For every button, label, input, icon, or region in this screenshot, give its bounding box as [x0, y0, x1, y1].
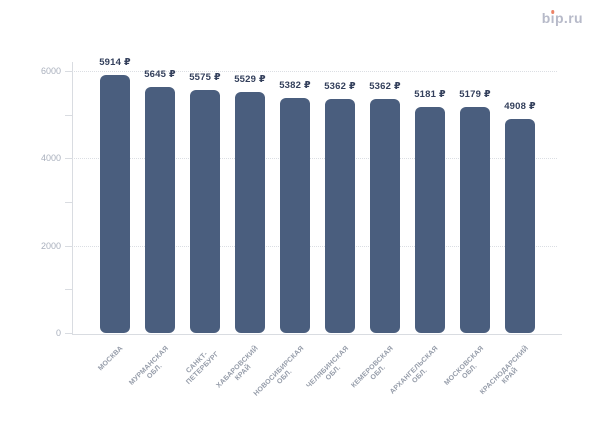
x-axis-label: КРАСНОДАРСКИЙ КРАЙ [478, 345, 530, 397]
logo-i-letter: ı [550, 10, 555, 26]
y-axis-label: 4000 [40, 153, 61, 164]
bar[interactable] [505, 118, 535, 333]
y-axis-label: 2000 [40, 240, 61, 251]
x-axis-label-anchor: МУРМАНСКАЯ ОБЛ. [113, 345, 170, 387]
y-axis-tick [65, 71, 72, 72]
y-axis-label: 0 [55, 328, 61, 338]
bar-value-label: 5529 ₽ [234, 73, 266, 85]
y-axis-tick [65, 246, 72, 247]
bar-value-label: 4908 ₽ [504, 100, 536, 112]
bar-value-label: 5382 ₽ [279, 80, 311, 92]
y-axis-minor-tick [65, 289, 72, 290]
bar-value-label: 5645 ₽ [144, 68, 176, 80]
y-axis-minor-tick [65, 115, 72, 116]
bar-value-label: 5362 ₽ [324, 80, 356, 92]
y-axis-tick [65, 158, 72, 159]
bar-value-label: 5179 ₽ [459, 88, 491, 100]
bar[interactable] [415, 106, 445, 333]
bar-value-label: 5914 ₽ [99, 56, 131, 68]
bar[interactable] [100, 74, 130, 333]
logo-orange-dot-icon [551, 10, 555, 14]
gridline-2000 [72, 245, 557, 247]
bip-logo: bı p.ru [541, 10, 583, 26]
gridline-4000 [72, 158, 557, 160]
bar[interactable] [460, 106, 490, 333]
bar-value-label: 5575 ₽ [189, 71, 221, 83]
bar-value-label: 5181 ₽ [414, 88, 446, 100]
gridline-6000 [72, 71, 557, 73]
y-axis-line [72, 62, 73, 334]
y-axis-label: 6000 [40, 66, 61, 77]
x-axis-label-anchor: АРХАНГЕЛЬСКАЯ ОБЛ. [370, 345, 440, 396]
bar[interactable] [235, 91, 265, 333]
bar[interactable] [280, 98, 310, 333]
bar[interactable] [190, 89, 220, 333]
x-axis-label-anchor: КРАСНОДАРСКИЙ КРАЙ [460, 345, 530, 396]
y-axis-minor-tick [65, 202, 72, 203]
bar[interactable] [145, 86, 175, 333]
bar[interactable] [370, 98, 400, 333]
bar-value-label: 5362 ₽ [369, 80, 401, 92]
bar[interactable] [325, 98, 355, 333]
y-axis-tick [65, 333, 72, 334]
x-axis-line [72, 334, 562, 335]
